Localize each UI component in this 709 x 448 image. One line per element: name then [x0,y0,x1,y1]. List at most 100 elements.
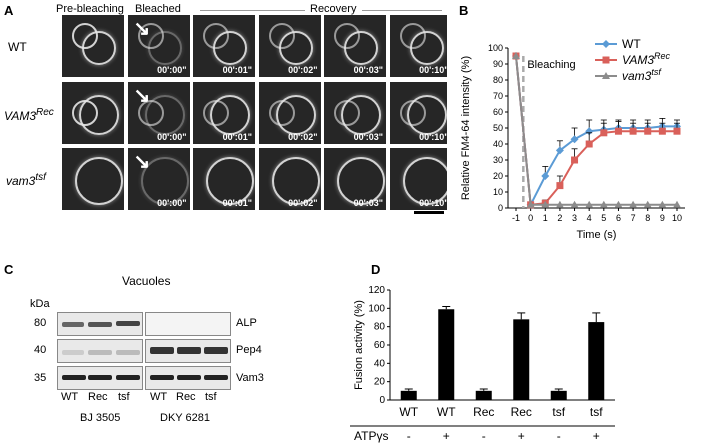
timestamp: 00':10" [419,132,447,142]
x-tick-label: tsf [590,405,603,419]
micrograph-cell: 00':10" [390,82,448,144]
bar [401,391,417,400]
x-tick-label: -1 [512,213,520,223]
x-tick-label: tsf [552,405,565,419]
strain-right: DKY 6281 [160,412,210,424]
band [62,350,84,355]
data-point [630,128,637,135]
row-label-vam3rec-sup: Rec [36,107,54,118]
row-label-vam3rec: VAM3Rec [4,107,54,123]
y-tick-label: 30 [493,155,503,165]
micrograph-cell: 00':10" [390,15,448,77]
vacuole [400,100,426,126]
panel-d-label: D [371,262,380,277]
x-tick-label: 1 [543,213,548,223]
data-point [600,129,607,136]
micrograph-cell: 00':03" [324,148,386,210]
row-label-vam3tsf-name: vam3 [6,174,35,188]
strain-left: BJ 3505 [80,412,120,424]
vacuole [203,23,229,49]
y-tick-label: 0 [379,395,385,406]
timestamp: 00':02" [288,65,317,75]
y-tick-label: 40 [374,358,386,369]
timestamp: 00':03" [354,132,383,142]
y-tick-label: 100 [368,303,385,314]
blot-pep4-right [145,339,231,363]
legend-label: WT [622,37,641,51]
y-tick-label: 20 [374,377,386,388]
mw-40: 40 [34,344,46,356]
vacuole [72,100,98,126]
atp-sign: - [482,429,486,443]
recovery-line-right [362,10,442,11]
y-tick-label: 40 [493,139,503,149]
y-tick-label: 60 [374,340,386,351]
data-point [571,157,578,164]
micrograph-cell: 00':03" [324,82,386,144]
kda-label: kDa [30,298,50,310]
vacuole [72,23,98,49]
band [204,375,228,380]
micrograph-cell: 00':01" [193,82,255,144]
x-tick-label: Rec [511,405,532,419]
x-tick-label: 6 [616,213,621,223]
band [116,321,140,326]
y-tick-label: 10 [493,187,503,197]
data-point [674,128,681,135]
frap-line-chart: 0102030405060708090100-1 0 1 2 3 4 5 6 7 8 9 10Time… [455,14,705,244]
header-bleached: Bleached [135,3,181,15]
legend-label: vam3tsf [622,67,662,83]
bleach-arrow: ↘ [134,19,151,39]
panel-c-label: C [4,262,13,277]
band [116,375,140,380]
atp-sign: + [443,429,450,443]
protein-alp: ALP [236,317,257,329]
vacuole [203,100,229,126]
lane-left-wt: WT [61,391,78,403]
timestamp: 00':01" [223,198,252,208]
data-point [556,182,563,189]
lane-left-rec: Rec [88,391,108,403]
micrograph-cell [62,148,124,210]
micrograph-cell [62,82,124,144]
bar [438,309,454,400]
legend-label-sup: tsf [651,67,662,77]
y-tick-label: 80 [374,322,386,333]
atp-sign: - [407,429,411,443]
x-tick-label: Rec [473,405,494,419]
band [88,375,112,380]
row-label-vam3tsf-sup: tsf [35,172,46,183]
band [62,322,84,327]
y-axis-label: Fusion activity (%) [353,300,365,390]
bleach-arrow: ↘ [134,152,151,172]
data-point [615,128,622,135]
row-label-vam3rec-name: VAM3 [4,109,36,123]
timestamp: 00':03" [354,65,383,75]
band [88,350,112,355]
data-point [586,141,593,148]
header-pre-bleaching: Pre-bleaching [56,3,124,15]
micrograph-cell: 00':02" [259,148,321,210]
micrograph-cell [62,15,124,77]
vacuole [269,23,295,49]
y-axis-label: Relative FM4-64 intensity (%) [460,56,472,200]
blot-alp-right [145,312,231,336]
atp-label: ATPγs [354,429,388,443]
micrograph-cell: 00':02" [259,82,321,144]
lane-right-wt: WT [150,391,167,403]
protein-vam3: Vam3 [236,372,264,384]
blot-pep4-left [57,339,143,363]
legend-marker [603,57,610,64]
micrograph-cell: 00':02" [259,15,321,77]
legend-label: VAM3Rec [622,51,671,67]
row-label-vam3tsf: vam3tsf [6,172,46,188]
microscopy-grid: ↘ 00':00" 00':01" 00':02" 00':03" 00':10" ↘ 00'… [62,15,447,210]
x-tick-label: 2 [557,213,562,223]
timestamp: 00':01" [223,65,252,75]
y-tick-label: 100 [488,43,503,53]
legend-label-sup: Rec [654,51,671,61]
blot-title: Vacuoles [122,274,170,288]
timestamp: 00':10" [419,65,447,75]
vacuole [334,23,360,49]
band [177,347,201,354]
